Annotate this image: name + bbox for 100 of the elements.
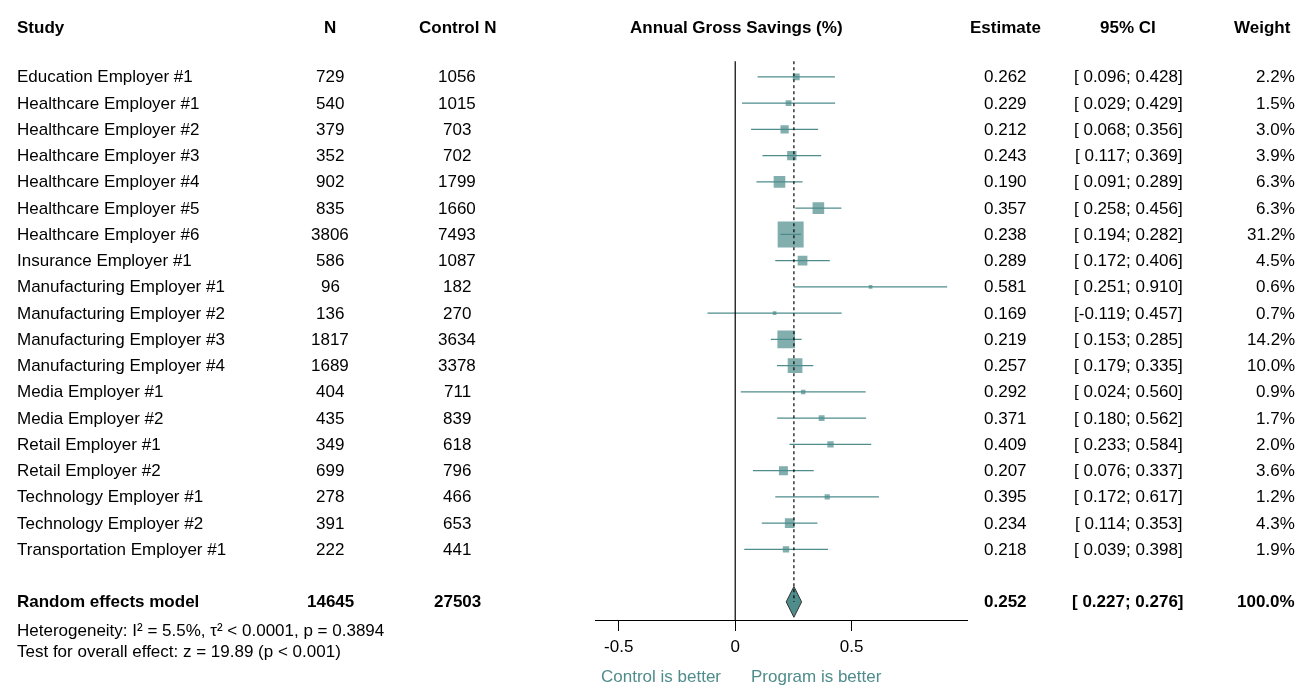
- data-label: 14.2%: [1247, 330, 1296, 349]
- data-label: [ 0.194; 0.282]: [1074, 225, 1183, 244]
- data-label: [ 0.114; 0.353]: [1075, 514, 1183, 533]
- data-label: 0.292: [984, 382, 1027, 401]
- text: Weight: [1234, 18, 1291, 37]
- text: Heterogeneity: I² = 5.5%, τ² < 0.0001, p = 0.3894: [17, 621, 385, 640]
- data-label: [ 0.024; 0.560]: [1074, 382, 1183, 401]
- text: Study: [17, 18, 65, 37]
- x-tick-label: 0.5: [839, 636, 864, 656]
- data-label: [ 0.029; 0.429]: [1074, 94, 1183, 113]
- data-label: 0.234: [984, 514, 1027, 533]
- data-label: 3.0%: [1256, 120, 1295, 139]
- data-label: 404: [316, 382, 345, 401]
- text: Program is better: [751, 667, 882, 686]
- data-label: 0.6%: [1256, 277, 1295, 296]
- category-label: Insurance Employer #1: [17, 251, 192, 270]
- data-label: 0.212: [984, 120, 1027, 139]
- data-label: 0.409: [984, 435, 1027, 454]
- data-label: [ 0.227; 0.276]: [1072, 592, 1184, 611]
- data-label: [ 0.068; 0.356]: [1074, 120, 1183, 139]
- data-label: 0.289: [984, 251, 1027, 270]
- data-label: [ 0.117; 0.369]: [1075, 146, 1183, 165]
- data-label: 796: [443, 461, 472, 480]
- data-label: 0.252: [984, 592, 1027, 611]
- data-label: [ 0.233; 0.584]: [1074, 435, 1183, 454]
- category-label: Manufacturing Employer #1: [17, 277, 225, 296]
- data-label: 3.9%: [1256, 146, 1295, 165]
- text: Test for overall effect: z = 19.89 (p < 0.001): [17, 642, 341, 661]
- category-label: Media Employer #1: [17, 382, 164, 401]
- data-label: 6.3%: [1256, 172, 1295, 191]
- category-label: Healthcare Employer #4: [17, 172, 200, 191]
- data-label: 278: [316, 487, 345, 506]
- data-label: 902: [316, 172, 345, 191]
- data-label: 0.190: [984, 172, 1027, 191]
- data-label: 618: [443, 435, 472, 454]
- x-tick-label: -0.5: [604, 636, 634, 656]
- data-label: 441: [443, 540, 472, 559]
- data-label: [ 0.179; 0.335]: [1074, 356, 1183, 375]
- category-label: Healthcare Employer #5: [17, 199, 200, 218]
- data-label: 7493: [438, 225, 476, 244]
- data-label: 835: [316, 199, 345, 218]
- data-label: 31.2%: [1247, 225, 1296, 244]
- text: Control N: [419, 18, 497, 37]
- data-label: 3378: [438, 356, 476, 375]
- data-label: [ 0.153; 0.285]: [1074, 330, 1183, 349]
- category-label: Retail Employer #1: [17, 435, 161, 454]
- data-label: 0.243: [984, 146, 1027, 165]
- data-label: 711: [444, 382, 472, 401]
- data-label: 839: [443, 409, 472, 428]
- data-label: 729: [316, 67, 345, 86]
- data-label: [ 0.091; 0.289]: [1074, 172, 1183, 191]
- data-label: 96: [321, 277, 340, 296]
- data-label: [ 0.076; 0.337]: [1074, 461, 1183, 480]
- data-label: 1.2%: [1256, 487, 1295, 506]
- data-label: 222: [316, 540, 345, 559]
- data-label: 4.3%: [1256, 514, 1295, 533]
- data-label: [ 0.258; 0.456]: [1074, 199, 1183, 218]
- data-label: 27503: [434, 592, 482, 611]
- category-label: Technology Employer #1: [17, 487, 204, 506]
- data-label: 1.5%: [1256, 94, 1295, 113]
- category-label: Healthcare Employer #6: [17, 225, 200, 244]
- data-label: 540: [316, 94, 345, 113]
- category-label: Manufacturing Employer #2: [17, 304, 225, 323]
- data-label: 100.0%: [1237, 592, 1295, 611]
- data-label: 3.6%: [1256, 461, 1295, 480]
- data-label: 2.2%: [1256, 67, 1295, 86]
- data-label: 0.169: [984, 304, 1027, 323]
- data-label: 349: [316, 435, 345, 454]
- data-label: 0.257: [984, 356, 1027, 375]
- data-label: 0.581: [984, 277, 1027, 296]
- data-label: 1.9%: [1256, 540, 1295, 559]
- chart-title: Annual Gross Savings (%): [630, 18, 843, 37]
- data-label: 0.219: [984, 330, 1027, 349]
- data-label: 391: [316, 514, 345, 533]
- data-label: 14645: [307, 592, 355, 611]
- data-label: 1015: [438, 94, 476, 113]
- data-label: 270: [443, 304, 472, 323]
- data-label: 702: [443, 146, 472, 165]
- data-label: 0.395: [984, 487, 1027, 506]
- data-label: 1087: [438, 251, 476, 270]
- category-label: Media Employer #2: [17, 409, 164, 428]
- data-label: 466: [443, 487, 472, 506]
- data-label: 1817: [311, 330, 349, 349]
- text: N: [324, 18, 337, 37]
- category-label: Manufacturing Employer #3: [17, 330, 225, 349]
- data-label: 0.7%: [1256, 304, 1295, 323]
- data-label: 3806: [311, 225, 349, 244]
- data-label: [ 0.172; 0.406]: [1074, 251, 1183, 270]
- x-tick-label: 0: [730, 636, 740, 656]
- data-label: 0.238: [984, 225, 1027, 244]
- category-label: Transportation Employer #1: [17, 540, 227, 559]
- data-label: [ 0.039; 0.398]: [1074, 540, 1183, 559]
- data-label: 1660: [438, 199, 476, 218]
- data-label: 0.262: [984, 67, 1027, 86]
- category-label: Healthcare Employer #2: [17, 120, 200, 139]
- data-label: 0.9%: [1256, 382, 1295, 401]
- data-label: [ 0.251; 0.910]: [1074, 277, 1183, 296]
- data-label: 2.0%: [1256, 435, 1295, 454]
- data-label: 0.371: [984, 409, 1027, 428]
- data-label: 1.7%: [1256, 409, 1295, 428]
